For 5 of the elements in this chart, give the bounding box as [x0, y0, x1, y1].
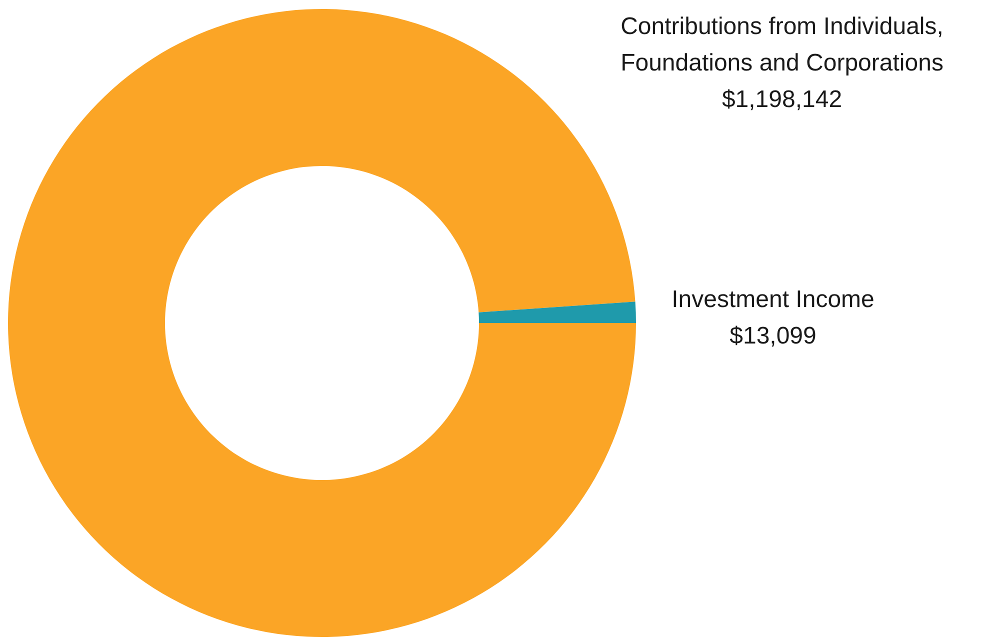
slice-label: Contributions from Individuals, Foundations and Corporations: [620, 13, 944, 76]
data-label: $1,198,142: [722, 86, 842, 113]
slice-label: Investment Income: [672, 286, 874, 313]
donut-slice: [478, 302, 636, 324]
data-label: $13,099: [730, 322, 816, 350]
